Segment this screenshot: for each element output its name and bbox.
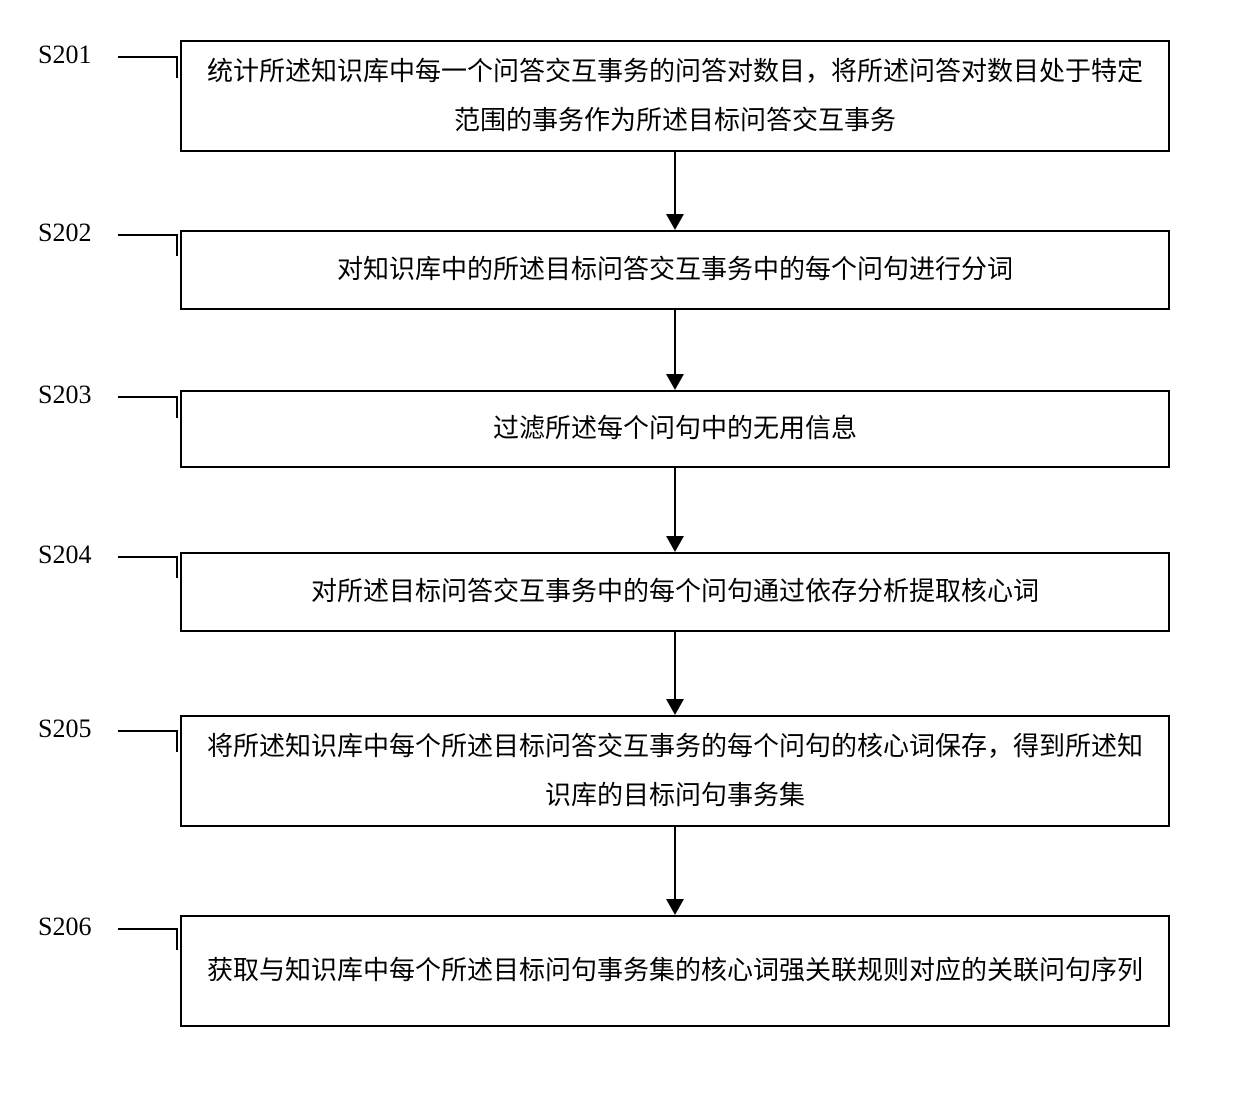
arrow-line — [674, 468, 676, 538]
step-label-s202: S202 — [38, 218, 91, 248]
step-box-s202: 对知识库中的所述目标问答交互事务中的每个问句进行分词 — [180, 230, 1170, 310]
step-text: 对知识库中的所述目标问答交互事务中的每个问句进行分词 — [337, 245, 1013, 294]
arrow-head-icon — [666, 214, 684, 230]
label-connector — [118, 556, 178, 578]
step-label-s205: S205 — [38, 714, 91, 744]
arrow-line — [674, 310, 676, 376]
flowchart-container: 统计所述知识库中每一个问答交互事务的问答对数目，将所述问答对数目处于特定范围的事… — [180, 20, 1170, 1074]
arrow-head-icon — [666, 374, 684, 390]
arrow-line — [674, 632, 676, 701]
step-box-s201: 统计所述知识库中每一个问答交互事务的问答对数目，将所述问答对数目处于特定范围的事… — [180, 40, 1170, 152]
step-text: 获取与知识库中每个所述目标问句事务集的核心词强关联规则对应的关联问句序列 — [207, 946, 1143, 995]
step-label-s204: S204 — [38, 540, 91, 570]
step-label-s206: S206 — [38, 912, 91, 942]
label-connector — [118, 396, 178, 418]
label-connector — [118, 56, 178, 78]
step-text: 过滤所述每个问句中的无用信息 — [493, 404, 857, 453]
step-box-s203: 过滤所述每个问句中的无用信息 — [180, 390, 1170, 468]
arrow-line — [674, 827, 676, 901]
arrow-head-icon — [666, 899, 684, 915]
step-box-s205: 将所述知识库中每个所述目标问答交互事务的每个问句的核心词保存，得到所述知识库的目… — [180, 715, 1170, 827]
label-connector — [118, 730, 178, 752]
arrow-line — [674, 152, 676, 216]
step-text: 统计所述知识库中每一个问答交互事务的问答对数目，将所述问答对数目处于特定范围的事… — [200, 47, 1150, 146]
step-text: 对所述目标问答交互事务中的每个问句通过依存分析提取核心词 — [311, 567, 1039, 616]
arrow-head-icon — [666, 699, 684, 715]
label-connector — [118, 928, 178, 950]
step-label-s201: S201 — [38, 40, 91, 70]
step-box-s204: 对所述目标问答交互事务中的每个问句通过依存分析提取核心词 — [180, 552, 1170, 632]
label-connector — [118, 234, 178, 256]
arrow-head-icon — [666, 536, 684, 552]
step-box-s206: 获取与知识库中每个所述目标问句事务集的核心词强关联规则对应的关联问句序列 — [180, 915, 1170, 1027]
step-text: 将所述知识库中每个所述目标问答交互事务的每个问句的核心词保存，得到所述知识库的目… — [200, 722, 1150, 821]
step-label-s203: S203 — [38, 380, 91, 410]
